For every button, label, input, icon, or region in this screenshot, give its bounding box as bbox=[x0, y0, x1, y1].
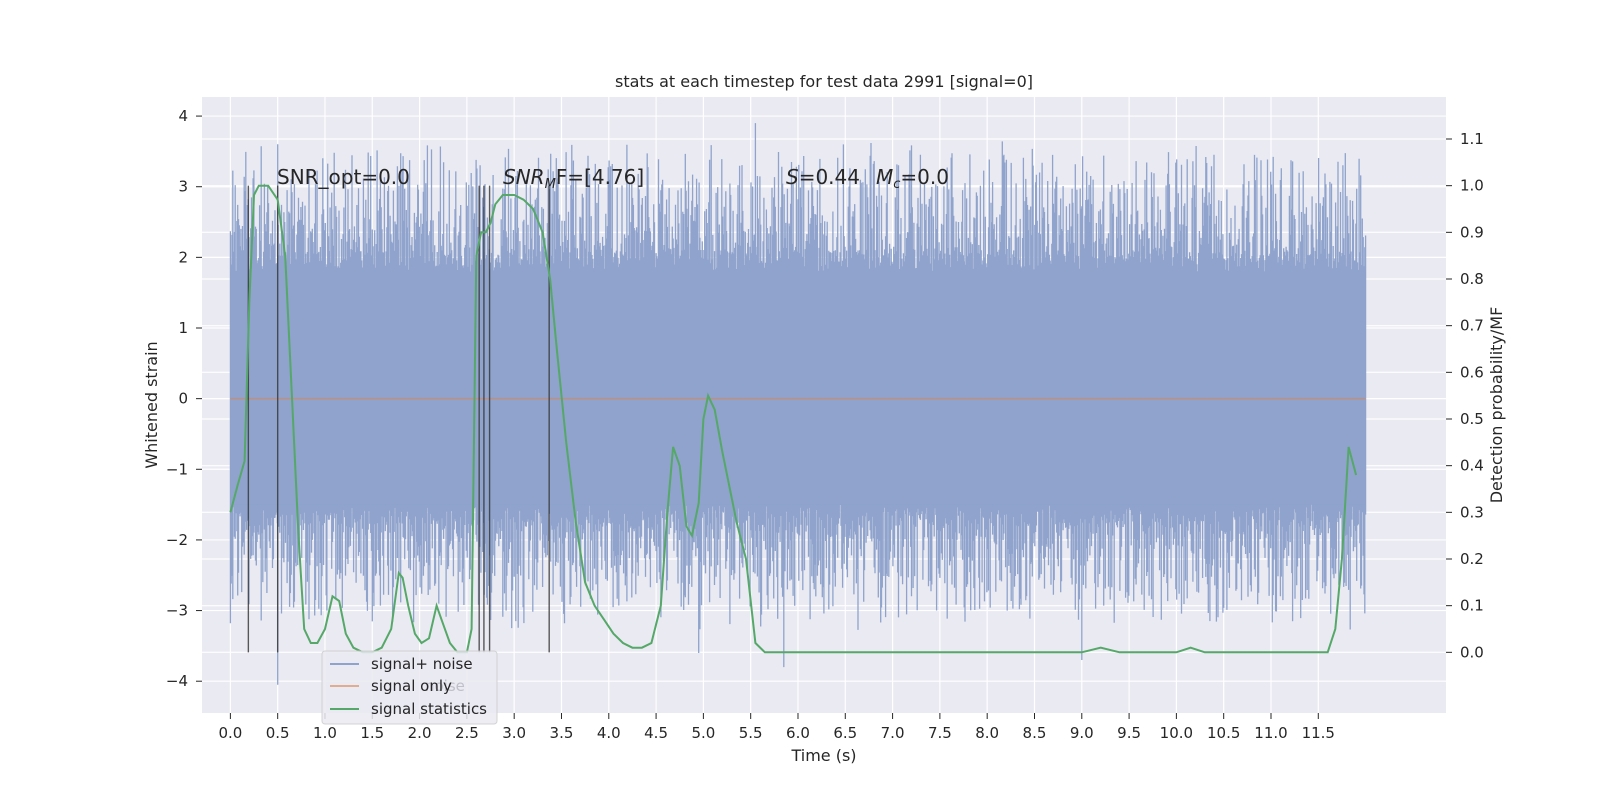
y-right-tick-label: 1.1 bbox=[1460, 130, 1484, 148]
x-tick-label: 5.5 bbox=[739, 724, 763, 742]
legend-ghost-text: noise bbox=[425, 677, 465, 695]
y-tick-label: 4 bbox=[178, 107, 188, 125]
y-axis-label: Whitened strain bbox=[142, 341, 161, 468]
x-tick-label: 6.0 bbox=[786, 724, 810, 742]
legend: noise signal+ noise signal only signal s… bbox=[321, 650, 498, 725]
y-right-tick-label: 0.6 bbox=[1460, 363, 1484, 381]
signal-statistics-line bbox=[229, 184, 1358, 654]
legend-box bbox=[321, 650, 498, 725]
x-tick-label: 4.5 bbox=[644, 724, 668, 742]
legend-label-noise: signal+ noise bbox=[371, 655, 473, 673]
snr-mf-annotation: SNRMF=[4.76] bbox=[503, 165, 644, 192]
y-tick-label: 3 bbox=[178, 178, 188, 196]
y-tick-label: −1 bbox=[166, 460, 188, 478]
x-tick-label: 1.0 bbox=[313, 724, 337, 742]
signal-noise-series bbox=[229, 123, 1367, 685]
y-right-tick-label: 0.3 bbox=[1460, 503, 1484, 521]
x-tick-label: 7.5 bbox=[928, 724, 952, 742]
x-axis-label: Time (s) bbox=[790, 746, 856, 765]
snr-mf-base: SNR bbox=[503, 165, 545, 189]
y-right-tick-label: 0.4 bbox=[1460, 457, 1484, 475]
x-tick-label: 7.0 bbox=[881, 724, 905, 742]
x-tick-label: 11.0 bbox=[1254, 724, 1287, 742]
x-tick-label: 8.5 bbox=[1023, 724, 1047, 742]
x-tick-label: 0.0 bbox=[218, 724, 242, 742]
x-tick-labels: 0.0 0.5 1.0 1.5 2.0 2.5 3.0 3.5 4.0 4.5 5.0 5.5 6.0 6… bbox=[218, 713, 1335, 742]
detection-markers bbox=[247, 185, 550, 653]
snr-mf-sub: M bbox=[545, 177, 556, 192]
x-tick-label: 9.0 bbox=[1070, 724, 1094, 742]
y-right-tick-labels: 1.1 1.0 0.9 0.8 0.7 0.6 0.5 0.4 0.3 0.2 0.1 0.0 bbox=[1446, 130, 1484, 661]
x-tick-label: 10.5 bbox=[1207, 724, 1240, 742]
legend-label-stats: signal statistics bbox=[371, 700, 487, 718]
y-right-axis-label: Detection probability/MF bbox=[1487, 307, 1506, 504]
x-tick-label: 11.5 bbox=[1302, 724, 1335, 742]
noise-core bbox=[230, 271, 1366, 505]
y-right-tick-label: 0.8 bbox=[1460, 270, 1484, 288]
y-tick-label: −4 bbox=[166, 672, 188, 690]
y-tick-label: −3 bbox=[166, 602, 188, 620]
y-right-tick-label: 0.5 bbox=[1460, 410, 1484, 428]
y-right-tick-label: 0.2 bbox=[1460, 550, 1484, 568]
s-label: S bbox=[786, 165, 799, 189]
x-tick-label: 2.5 bbox=[455, 724, 479, 742]
y-right-tick-label: 0.1 bbox=[1460, 597, 1484, 615]
mc-value: =0.0 bbox=[900, 165, 949, 189]
x-tick-label: 0.5 bbox=[266, 724, 290, 742]
s-mc-annotation: S=0.44 Mc=0.0 bbox=[786, 165, 949, 192]
s-value: =0.44 bbox=[799, 165, 860, 189]
y-tick-label: 0 bbox=[178, 390, 188, 408]
mc-label: M bbox=[876, 165, 893, 189]
x-tick-label: 10.0 bbox=[1160, 724, 1193, 742]
x-tick-label: 3.5 bbox=[550, 724, 574, 742]
x-tick-label: 2.0 bbox=[408, 724, 432, 742]
y-right-tick-label: 1.0 bbox=[1460, 177, 1484, 195]
snr-mf-rest: F=[4.76] bbox=[556, 165, 644, 189]
y-right-tick-label: 0.9 bbox=[1460, 223, 1484, 241]
x-tick-label: 8.0 bbox=[975, 724, 999, 742]
y-tick-label: 1 bbox=[178, 319, 188, 337]
x-tick-label: 6.5 bbox=[833, 724, 857, 742]
y-tick-label: 2 bbox=[178, 248, 188, 266]
chart-title: stats at each timestep for test data 299… bbox=[615, 72, 1033, 91]
y-right-tick-label: 0.0 bbox=[1460, 643, 1484, 661]
x-tick-label: 5.0 bbox=[691, 724, 715, 742]
x-tick-label: 4.0 bbox=[597, 724, 621, 742]
snr-opt-annotation: SNR_opt=0.0 bbox=[277, 165, 410, 189]
x-tick-label: 3.0 bbox=[502, 724, 526, 742]
y-tick-label: −2 bbox=[166, 531, 188, 549]
legend-label-signal: signal only bbox=[371, 677, 452, 695]
y-tick-labels: 4 3 2 1 0 −1 −2 −3 −4 bbox=[166, 107, 202, 690]
x-tick-label: 9.5 bbox=[1117, 724, 1141, 742]
mc-sub: c bbox=[893, 177, 900, 192]
x-tick-label: 1.5 bbox=[360, 724, 384, 742]
y-right-tick-label: 0.7 bbox=[1460, 317, 1484, 335]
